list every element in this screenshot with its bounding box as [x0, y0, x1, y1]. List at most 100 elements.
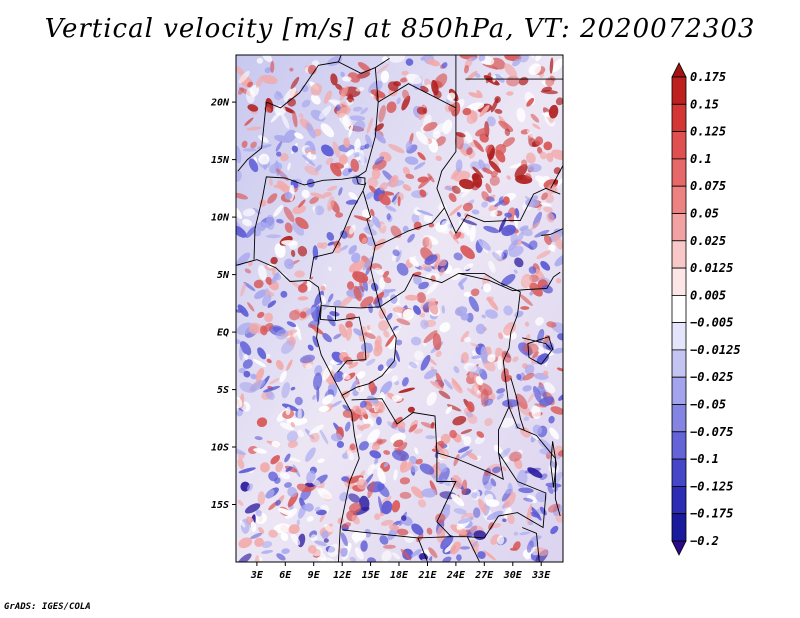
- field-blob: [267, 193, 278, 204]
- colorbar-box: [671, 513, 687, 542]
- field-blob: [502, 466, 507, 472]
- field-blob: [413, 162, 426, 170]
- field-blob: [238, 467, 256, 474]
- field-blob: [530, 511, 540, 518]
- field-blob: [256, 311, 265, 319]
- lake-outline: [550, 441, 557, 488]
- field-blob: [367, 481, 375, 499]
- lon-tick-label: 21E: [417, 570, 437, 581]
- field-blob: [402, 184, 412, 192]
- field-blob: [471, 209, 480, 215]
- border-line: [237, 102, 267, 172]
- field-blob: [443, 379, 453, 390]
- field-blob: [374, 335, 382, 352]
- field-blob: [466, 401, 475, 413]
- field-blob: [421, 488, 437, 498]
- field-blob: [492, 74, 497, 83]
- field-blob: [258, 153, 270, 165]
- field-blob: [280, 153, 289, 162]
- field-blob: [269, 178, 273, 186]
- colorbar-tick-label: −0.075: [690, 425, 733, 439]
- field-blob: [286, 430, 299, 443]
- field-blob: [418, 281, 430, 290]
- field-blob: [350, 158, 360, 173]
- field-blob: [237, 553, 252, 562]
- field-blob: [490, 170, 499, 178]
- field-blob: [335, 83, 343, 91]
- field-blob: [281, 403, 298, 412]
- field-blob: [448, 192, 457, 203]
- field-blob: [281, 340, 295, 354]
- colorbar-tick-label: −0.2: [690, 534, 719, 548]
- field-blob: [236, 252, 251, 267]
- field-blob: [284, 222, 293, 233]
- border-line: [337, 55, 342, 63]
- field-blob: [286, 321, 297, 328]
- field-blob: [490, 57, 506, 70]
- field-blob: [483, 550, 496, 561]
- field-blob: [399, 77, 409, 83]
- field-blob: [261, 549, 274, 554]
- field-blob: [558, 394, 563, 401]
- field-blob: [435, 372, 444, 389]
- field-blob: [261, 74, 278, 85]
- field-blob: [386, 101, 397, 113]
- field-blob: [507, 513, 515, 525]
- field-blob: [424, 254, 438, 265]
- field-blob: [309, 432, 320, 443]
- field-blob: [438, 463, 448, 473]
- colorbar-tick-label: 0.175: [690, 70, 726, 84]
- field-blob: [385, 205, 397, 212]
- field-blob: [490, 98, 499, 113]
- field-blob: [363, 351, 370, 360]
- field-blob: [438, 467, 450, 484]
- field-blob: [441, 478, 451, 487]
- field-blob: [260, 462, 270, 473]
- field-blob: [352, 405, 367, 416]
- field-blob: [287, 440, 299, 449]
- field-blob: [478, 498, 487, 514]
- field-blob: [236, 66, 245, 76]
- field-blob: [492, 466, 501, 474]
- field-blob: [283, 129, 297, 143]
- field-blob: [462, 107, 472, 116]
- field-blob: [411, 549, 422, 557]
- lat-tick-label: 15N: [211, 155, 230, 166]
- field-blob: [425, 236, 433, 249]
- field-blob: [467, 414, 478, 424]
- field-blob: [367, 395, 379, 404]
- field-blob: [456, 554, 462, 561]
- colorbar-tick-label: 0.1: [690, 152, 712, 166]
- field-blob: [556, 367, 563, 372]
- field-blob: [306, 516, 314, 522]
- field-blob: [484, 398, 494, 406]
- field-blob: [503, 322, 516, 336]
- field-blob: [473, 139, 484, 153]
- field-blob: [236, 338, 242, 345]
- field-blob: [391, 395, 403, 402]
- field-blob: [505, 488, 512, 494]
- field-blob: [528, 63, 542, 76]
- field-blob: [502, 137, 515, 148]
- field-blob: [268, 529, 278, 538]
- field-blob: [351, 530, 367, 542]
- field-blob: [527, 163, 542, 173]
- field-blob: [236, 225, 247, 238]
- field-blob: [546, 321, 557, 328]
- field-blob: [236, 169, 242, 182]
- field-blob: [477, 383, 493, 396]
- field-blob: [243, 281, 256, 292]
- field-blob: [404, 156, 419, 165]
- field-blob: [265, 353, 271, 358]
- field-blob: [301, 189, 310, 199]
- field-blob: [535, 491, 548, 503]
- field-blob: [482, 63, 499, 70]
- field-blob: [287, 486, 298, 498]
- field-blob: [526, 494, 538, 504]
- field-blob: [294, 132, 304, 140]
- field-blob: [256, 144, 272, 149]
- field-blob: [277, 180, 291, 195]
- field-blob: [294, 270, 305, 278]
- field-blob: [367, 429, 380, 443]
- field-blob: [250, 532, 263, 539]
